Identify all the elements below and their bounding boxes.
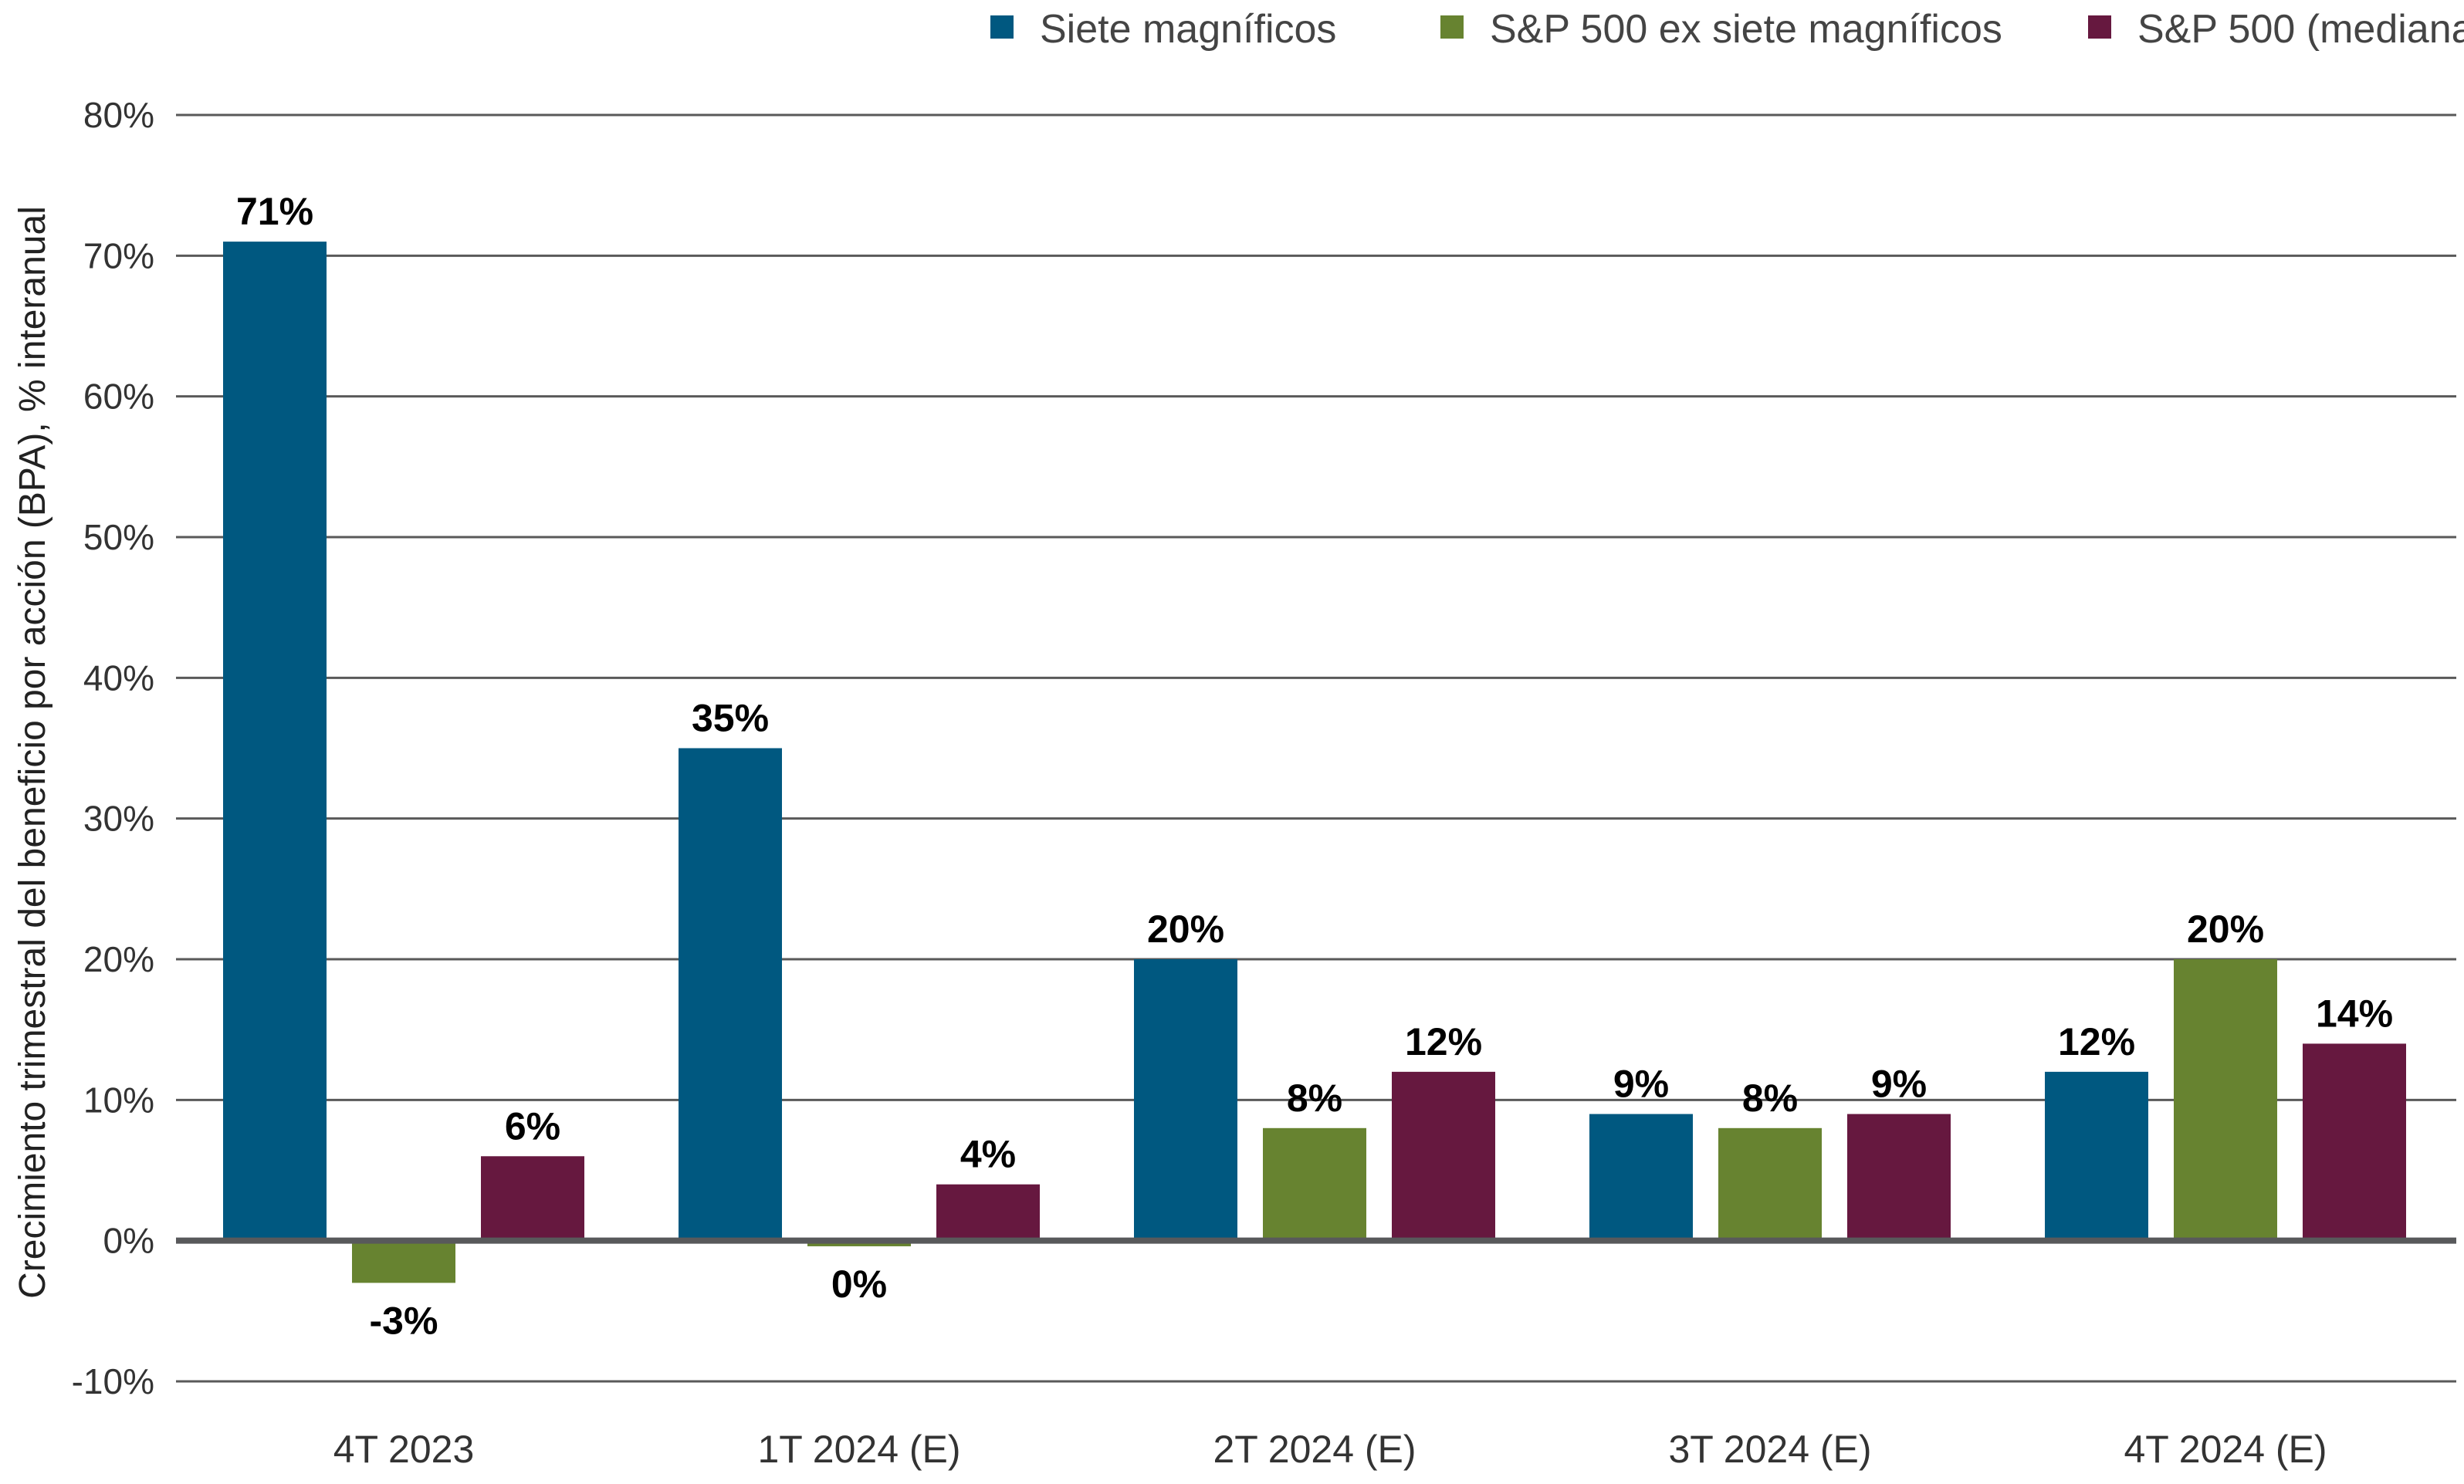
y-tick-label: 30% bbox=[83, 799, 154, 839]
bar-1-0 bbox=[352, 1240, 455, 1283]
bar-0-1 bbox=[679, 748, 782, 1241]
data-label: 6% bbox=[505, 1104, 560, 1148]
data-label: 8% bbox=[1742, 1077, 1798, 1120]
legend-label: Siete magníficos bbox=[1040, 7, 1336, 52]
bar-2-2 bbox=[1392, 1071, 1495, 1241]
bar-0-3 bbox=[1589, 1114, 1693, 1241]
bar-2-3 bbox=[1847, 1114, 1951, 1241]
y-tick-label: 70% bbox=[83, 235, 154, 276]
y-tick-label: -10% bbox=[72, 1361, 154, 1401]
bar-0-4 bbox=[2045, 1071, 2148, 1241]
data-label: 20% bbox=[1147, 908, 1224, 951]
data-label: -3% bbox=[370, 1299, 438, 1342]
data-label: 14% bbox=[2316, 992, 2393, 1035]
bar-2-1 bbox=[936, 1184, 1040, 1241]
data-labels: 71% -3% 6% 35% 0% 4% 20% 8% 12% 9% 8% 9% 12% 20% 14% bbox=[236, 190, 2393, 1342]
bar-1-4 bbox=[2174, 959, 2277, 1241]
data-label: 35% bbox=[692, 697, 769, 740]
y-tick-label: 0% bbox=[103, 1221, 154, 1261]
legend-label: S&P 500 (mediana) bbox=[2137, 7, 2464, 52]
data-label: 9% bbox=[1871, 1063, 1927, 1106]
category-label: 4T 2023 bbox=[333, 1428, 475, 1471]
legend-swatch bbox=[2088, 15, 2111, 39]
bar-1-2 bbox=[1263, 1127, 1366, 1241]
bar-0-2 bbox=[1134, 959, 1237, 1241]
legend-swatch bbox=[1440, 15, 1464, 39]
data-label: 4% bbox=[960, 1133, 1016, 1176]
bar-2-4 bbox=[2303, 1043, 2406, 1241]
bar-0-0 bbox=[223, 242, 327, 1241]
category-labels: 4T 2023 1T 2024 (E) 2T 2024 (E) 3T 2024 (E)… bbox=[333, 1428, 2327, 1471]
bars bbox=[223, 242, 2406, 1283]
data-label: 71% bbox=[236, 190, 313, 233]
category-label: 2T 2024 (E) bbox=[1213, 1428, 1416, 1471]
y-tick-label: 20% bbox=[83, 939, 154, 979]
data-label: 0% bbox=[831, 1263, 887, 1306]
y-tick-label: 50% bbox=[83, 517, 154, 557]
category-label: 4T 2024 (E) bbox=[2124, 1428, 2327, 1471]
data-label: 12% bbox=[2058, 1020, 2135, 1063]
y-tick-label: 60% bbox=[83, 377, 154, 417]
data-label: 20% bbox=[2187, 908, 2264, 951]
legend-label: S&P 500 ex siete magníficos bbox=[1490, 7, 2002, 52]
data-label: 12% bbox=[1405, 1020, 1482, 1063]
bar-1-3 bbox=[1718, 1127, 1822, 1241]
y-tick-label: 80% bbox=[83, 95, 154, 135]
y-tick-label: 10% bbox=[83, 1080, 154, 1120]
y-tick-label: 40% bbox=[83, 657, 154, 698]
data-label: 8% bbox=[1287, 1077, 1342, 1120]
category-label: 1T 2024 (E) bbox=[757, 1428, 960, 1471]
legend: Siete magníficos S&P 500 ex siete magnífi… bbox=[990, 7, 2464, 52]
legend-swatch bbox=[990, 15, 1014, 39]
data-label: 9% bbox=[1613, 1063, 1669, 1106]
category-label: 3T 2024 (E) bbox=[1668, 1428, 1871, 1471]
y-axis-label: Crecimiento trimestral del beneficio por… bbox=[12, 206, 53, 1299]
bar-2-0 bbox=[481, 1156, 584, 1241]
gridlines: -10% 0% 10% 20% 30% 40% 50% 60% 70% 80% bbox=[72, 95, 2456, 1401]
